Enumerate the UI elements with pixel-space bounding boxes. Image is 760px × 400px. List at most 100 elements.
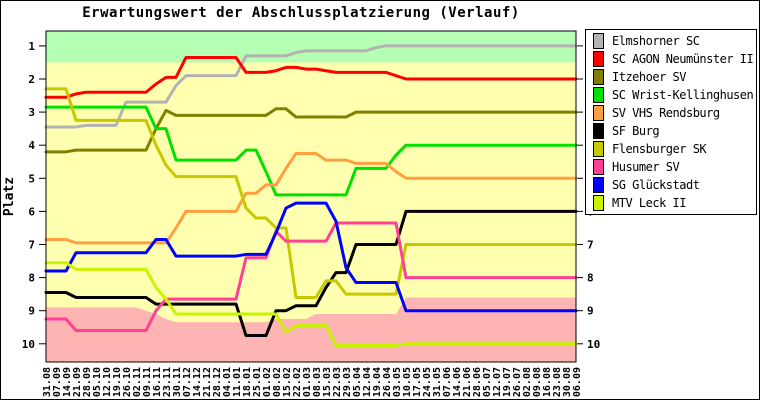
x-tick-label: 15.03 [322, 367, 333, 397]
legend-item-sg-gl-ckstadt: SG Glückstadt [593, 177, 756, 194]
x-tick-label: 21.06 [462, 367, 473, 397]
x-tick-label: 17.05 [412, 367, 423, 397]
y-tick-label-left: 10 [22, 338, 35, 351]
x-tick-label: 16.08 [542, 367, 553, 397]
legend-label: SV VHS Rendsburg [612, 106, 720, 120]
x-tick-label: 31.05 [432, 367, 443, 397]
x-tick-label: 07.06 [442, 367, 453, 397]
legend-swatch [593, 51, 604, 67]
legend-label: Elmshorner SC [612, 34, 700, 48]
x-tick-label: 23.11 [162, 367, 173, 397]
series-line-itzehoer-sv [44, 107, 578, 154]
x-tick-label: 26.10 [122, 367, 133, 397]
x-tick-label: 07.09 [52, 367, 63, 397]
series-line-sc-agon-neum-nster-ii [44, 55, 578, 99]
series-line-flensburger-sk [44, 87, 578, 299]
x-tick-label: 08.03 [312, 367, 323, 397]
legend-item-sc-agon-neum-nster-ii: SC AGON Neumünster II [593, 51, 756, 68]
relegation-zone-band [46, 297, 576, 362]
legend-label: Flensburger SK [612, 142, 707, 156]
x-tick-label: 23.08 [552, 367, 563, 397]
y-tick-label-right: 10 [587, 338, 600, 351]
x-tick-label: 31.08 [42, 367, 53, 397]
x-tick-label: 14.12 [192, 367, 203, 397]
x-tick-label: 30.11 [172, 367, 183, 397]
legend-item-mtv-leck-ii: MTV Leck II [593, 195, 756, 212]
x-tick-label: 19.10 [112, 367, 123, 397]
y-tick-label-left: 2 [28, 73, 35, 86]
x-tick-label: 29.03 [342, 367, 353, 397]
legend-label: SF Burg [612, 124, 660, 138]
x-tick-label: 25.01 [252, 367, 263, 397]
legend-label: MTV Leck II [612, 196, 686, 210]
legend-item-sf-burg: SF Burg [593, 123, 756, 140]
x-tick-label: 10.05 [402, 367, 413, 397]
legend-swatch [593, 33, 604, 49]
x-tick-label: 12.07 [492, 367, 503, 397]
y-tick-label-right: 7 [587, 238, 594, 251]
x-tick-label: 01.03 [302, 367, 313, 397]
legend-label: Husumer SV [612, 160, 680, 174]
x-tick-label: 21.12 [202, 367, 213, 397]
legend-item-flensburger-sk: Flensburger SK [593, 141, 756, 158]
x-tick-label: 03.05 [392, 367, 403, 397]
y-tick-label-right: 9 [587, 305, 594, 318]
legend-swatch [593, 159, 604, 175]
x-tick-label: 14.09 [62, 367, 73, 397]
y-tick-label-left: 9 [28, 305, 35, 318]
legend-item-husumer-sv: Husumer SV [593, 159, 756, 176]
y-tick-label-left: 5 [28, 172, 35, 185]
legend-item-itzehoer-sv: Itzehoer SV [593, 69, 756, 86]
x-tick-label: 22.02 [292, 367, 303, 397]
legend-item-sc-wrist-kellinghusen: SC Wrist-Kellinghusen [593, 87, 756, 104]
legend-label: SG Glückstadt [612, 178, 700, 192]
x-tick-label: 04.01 [222, 367, 233, 397]
x-tick-label: 12.10 [102, 367, 113, 397]
x-tick-label: 30.08 [562, 367, 573, 397]
chart-title: Erwartungswert der Abschlussplatzierung … [82, 5, 520, 21]
legend-box: Elmshorner SC SC AGON Neumünster II Itzeho… [585, 29, 757, 215]
x-tick-label: 07.12 [182, 367, 193, 397]
series-line-sf-burg [44, 209, 578, 338]
legend-swatch [593, 123, 604, 139]
x-tick-label: 28.06 [472, 367, 483, 397]
x-tick-label: 02.11 [132, 367, 143, 397]
x-tick-label: 12.04 [362, 367, 373, 397]
legend-label: SC AGON Neumünster II [612, 52, 754, 66]
x-tick-label: 14.06 [452, 367, 463, 397]
y-tick-label-left: 6 [28, 205, 35, 218]
x-tick-label: 06.09 [572, 367, 583, 397]
y-tick-label-left: 1 [28, 40, 35, 53]
series-line-elmshorner-sc [44, 44, 578, 129]
y-tick-label-left: 8 [28, 272, 35, 285]
x-tick-label: 26.07 [512, 367, 523, 397]
x-tick-label: 21.09 [72, 367, 83, 397]
x-tick-label: 26.04 [382, 367, 393, 397]
y-tick-label-left: 4 [28, 139, 35, 152]
legend-item-sv-vhs-rendsburg: SV VHS Rendsburg [593, 105, 756, 122]
y-tick-label-right: 8 [587, 272, 594, 285]
legend-swatch [593, 105, 604, 121]
x-tick-label: 24.05 [422, 367, 433, 397]
plot-border [45, 30, 577, 363]
x-tick-label: 16.11 [152, 367, 163, 397]
series-line-sc-wrist-kellinghusen [44, 105, 578, 197]
x-tick-label: 09.11 [142, 367, 153, 397]
x-tick-label: 01.02 [262, 367, 273, 397]
x-tick-label: 09.08 [532, 367, 543, 397]
series-line-mtv-leck-ii [44, 261, 578, 347]
x-tick-label: 18.01 [242, 367, 253, 397]
legend-swatch [593, 195, 604, 211]
x-tick-label: 19.07 [502, 367, 513, 397]
legend-swatch [593, 69, 604, 85]
y-tick-label-left: 3 [28, 106, 35, 119]
x-tick-label: 11.01 [232, 367, 243, 397]
legend-swatch [593, 87, 604, 103]
series-line-husumer-sv [44, 221, 578, 333]
x-tick-label: 19.04 [372, 367, 383, 397]
x-tick-label: 02.08 [522, 367, 533, 397]
x-tick-label: 15.02 [282, 367, 293, 397]
legend-label: SC Wrist-Kellinghusen [612, 88, 754, 102]
series-line-sg-gl-ckstadt [44, 201, 578, 313]
